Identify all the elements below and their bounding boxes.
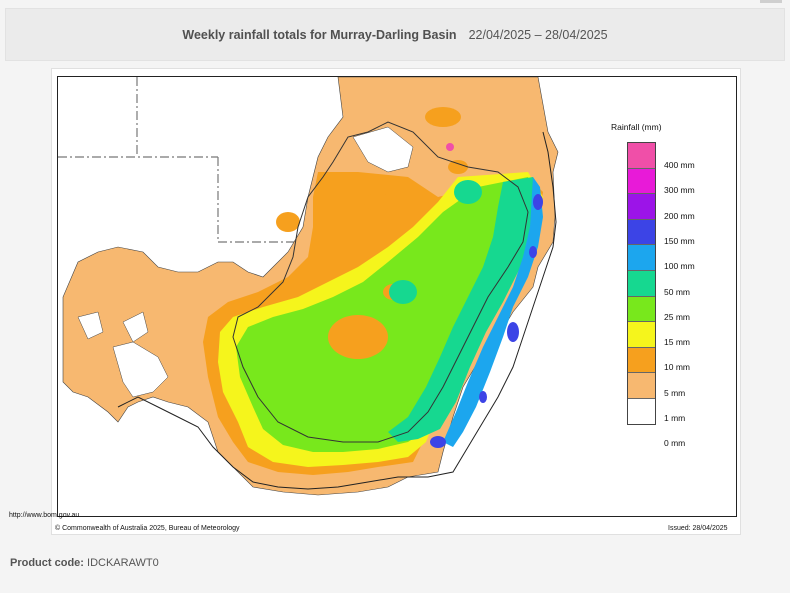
legend-title: Rainfall (mm) [611, 122, 662, 132]
issued-date: Issued: 28/04/2025 [668, 525, 728, 532]
legend-swatch [628, 143, 655, 169]
legend-swatch [628, 398, 655, 424]
page-header: Weekly rainfall totals for Murray-Darlin… [5, 8, 785, 61]
legend-label: 0 mm [664, 438, 686, 449]
legend-swatch [628, 322, 655, 348]
legend-swatch [628, 270, 655, 297]
rainfall-map [51, 68, 741, 535]
legend-label: 300 mm [664, 185, 695, 196]
area-25-50mm [388, 177, 540, 442]
product-code-label: Product code: [10, 557, 84, 569]
copyright-text: © Commonwealth of Australia 2025, Bureau… [55, 525, 240, 532]
legend-swatch [628, 168, 655, 195]
legend-label: 50 mm [664, 286, 690, 297]
legend-label: 10 mm [664, 362, 690, 373]
legend-label: 15 mm [664, 337, 690, 348]
product-code: Product code: IDCKARAWT0 [10, 557, 159, 569]
legend-label: 25 mm [664, 311, 690, 322]
legend-swatch [628, 296, 655, 323]
rainfall-map-graphic [58, 77, 559, 496]
legend-label: 150 mm [664, 235, 695, 246]
map-frame [57, 76, 737, 517]
map-url: http://www.bom.gov.au [9, 512, 80, 519]
product-code-value: IDCKARAWT0 [87, 557, 159, 569]
legend-label: 200 mm [664, 210, 695, 221]
legend-swatch [628, 347, 655, 374]
legend-label: 400 mm [664, 160, 695, 170]
legend-swatch [628, 373, 655, 399]
top-right-tab [760, 0, 782, 3]
legend-swatches [627, 142, 656, 425]
legend-swatch [628, 245, 655, 271]
legend-label: 5 mm [664, 387, 686, 398]
area-100-150mm [443, 177, 543, 447]
legend-swatch [628, 194, 655, 220]
legend-label: 100 mm [664, 261, 695, 272]
map-title: Weekly rainfall totals for Murray-Darlin… [182, 27, 457, 42]
legend-label: 1 mm [664, 413, 686, 423]
legend-swatch [628, 219, 655, 246]
date-range: 22/04/2025 – 28/04/2025 [468, 27, 608, 42]
area-15-25mm [236, 177, 538, 452]
